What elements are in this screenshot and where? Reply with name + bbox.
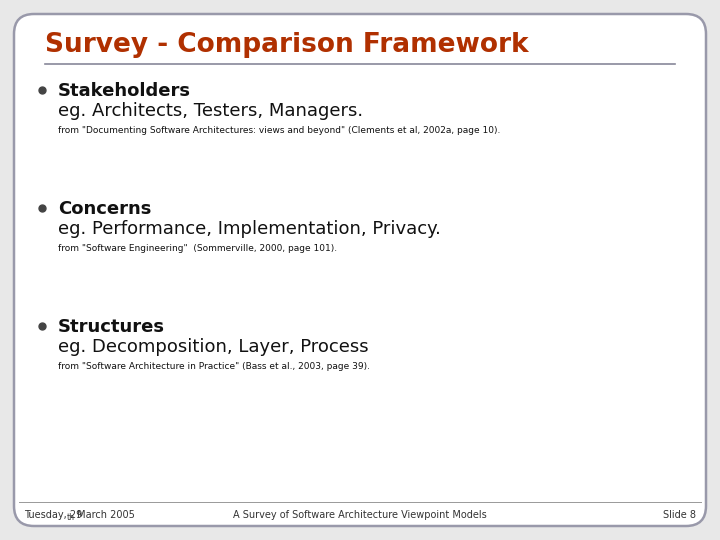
Text: Concerns: Concerns [58, 200, 151, 218]
Text: eg. Performance, Implementation, Privacy.: eg. Performance, Implementation, Privacy… [58, 220, 441, 238]
Text: Slide 8: Slide 8 [663, 510, 696, 520]
Text: Stakeholders: Stakeholders [58, 82, 191, 100]
Text: Survey - Comparison Framework: Survey - Comparison Framework [45, 32, 528, 58]
Text: March 2005: March 2005 [74, 510, 135, 520]
FancyBboxPatch shape [14, 14, 706, 526]
Text: from "Software Architecture in Practice" (Bass et al., 2003, page 39).: from "Software Architecture in Practice"… [58, 362, 370, 371]
Text: Tuesday, 29: Tuesday, 29 [24, 510, 82, 520]
Text: from "Software Engineering"  (Sommerville, 2000, page 101).: from "Software Engineering" (Sommerville… [58, 244, 337, 253]
Text: th: th [67, 513, 75, 522]
Text: eg. Decomposition, Layer, Process: eg. Decomposition, Layer, Process [58, 338, 369, 356]
Text: A Survey of Software Architecture Viewpoint Models: A Survey of Software Architecture Viewpo… [233, 510, 487, 520]
Text: Structures: Structures [58, 318, 165, 336]
Text: from "Documenting Software Architectures: views and beyond" (Clements et al, 200: from "Documenting Software Architectures… [58, 126, 500, 135]
Text: eg. Architects, Testers, Managers.: eg. Architects, Testers, Managers. [58, 102, 363, 120]
